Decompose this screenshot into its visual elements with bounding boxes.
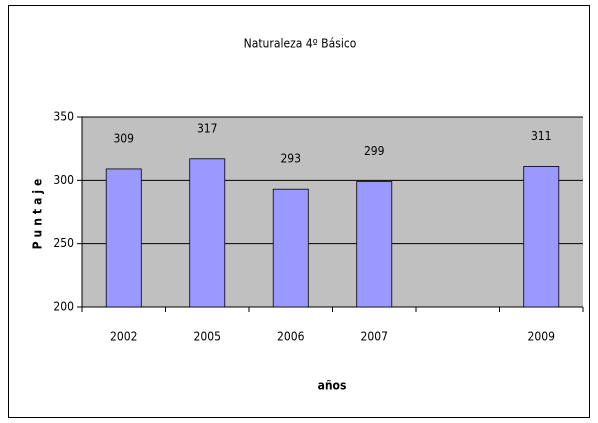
y-tick-label: 350: [53, 110, 74, 124]
x-tick-label: 2006: [277, 330, 305, 344]
data-label: 309: [113, 131, 134, 145]
data-label: 311: [531, 129, 552, 143]
y-tick-label: 250: [53, 236, 74, 250]
y-tick-label: 300: [53, 173, 74, 187]
data-label: 299: [364, 144, 385, 158]
data-label: 317: [197, 121, 218, 135]
plot-area: [82, 117, 583, 307]
bar: [189, 158, 226, 308]
x-tick-label: 2005: [194, 330, 221, 344]
bar: [105, 168, 142, 308]
data-label: 293: [280, 152, 301, 166]
bar: [523, 165, 560, 308]
y-tick-label: 200: [53, 300, 74, 314]
x-tick-label: 2002: [110, 330, 137, 344]
x-tick-label: 2009: [528, 330, 556, 344]
x-axis-label: años: [318, 379, 347, 393]
bar: [356, 181, 393, 308]
y-axis-label: Puntaje: [31, 175, 45, 250]
x-tick-label: 2007: [361, 330, 388, 344]
bar: [272, 188, 309, 308]
chart-title: Naturaleza 4º Básico: [244, 37, 357, 51]
